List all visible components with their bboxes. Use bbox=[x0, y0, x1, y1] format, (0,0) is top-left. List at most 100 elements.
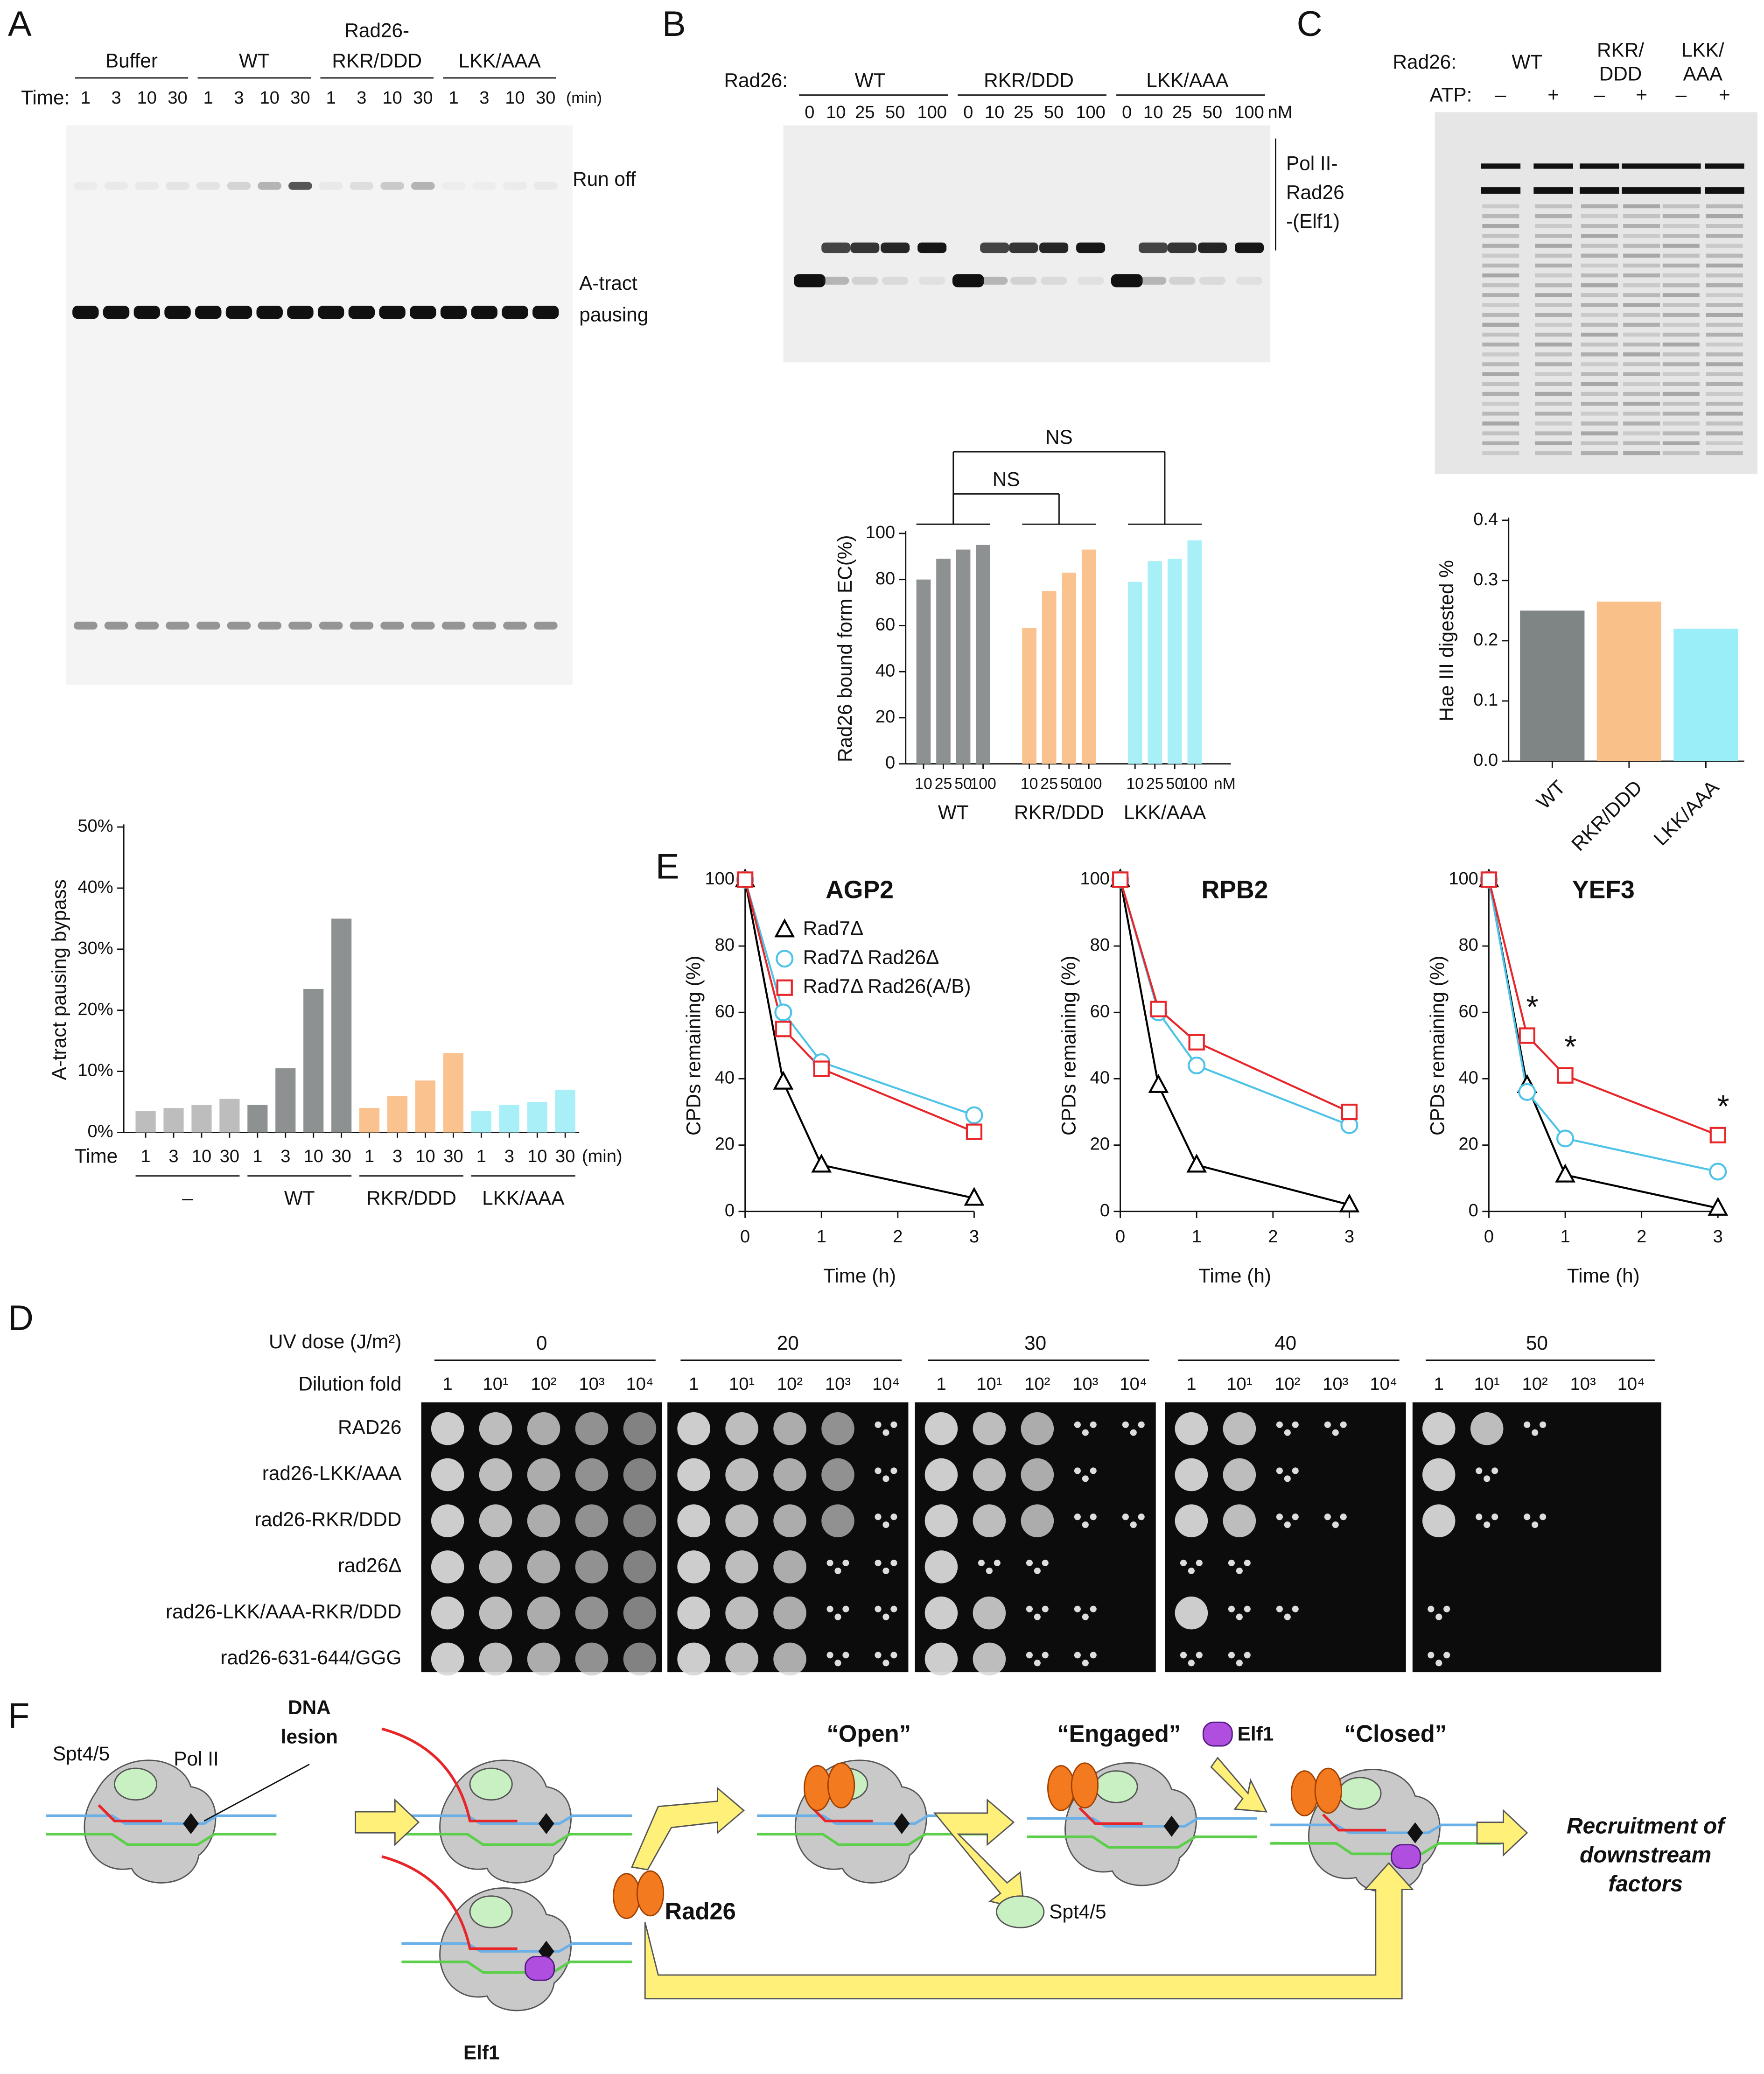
gel-band bbox=[1705, 163, 1744, 169]
gel-band bbox=[1481, 163, 1521, 169]
y-tick-label: 40 bbox=[1090, 1068, 1110, 1087]
y-axis-title: A-tract pausing bypass bbox=[48, 879, 70, 1080]
colony bbox=[1236, 1613, 1243, 1620]
gel-band bbox=[1662, 342, 1700, 347]
conc-label: 25 bbox=[855, 103, 875, 122]
gel-band bbox=[1535, 204, 1572, 209]
gel-band bbox=[1482, 382, 1519, 386]
gel-band bbox=[1623, 244, 1660, 248]
y-tick-label: 0 bbox=[1100, 1201, 1110, 1220]
dna-template bbox=[401, 1942, 632, 1953]
colony bbox=[834, 1567, 841, 1574]
colony bbox=[1292, 1513, 1299, 1520]
lesion-label: DNA bbox=[288, 1696, 331, 1718]
colony bbox=[1276, 1513, 1283, 1520]
colony bbox=[882, 1521, 889, 1528]
x-tick-label: 10 bbox=[304, 1147, 323, 1166]
colony bbox=[1443, 1605, 1450, 1612]
gel-band bbox=[1482, 322, 1519, 327]
gel-band bbox=[1706, 204, 1743, 209]
series-line bbox=[1119, 879, 1350, 1113]
spot bbox=[973, 1596, 1006, 1630]
gel-band bbox=[1535, 401, 1572, 406]
x-tick-label: 30 bbox=[555, 1147, 575, 1166]
colony bbox=[1340, 1513, 1347, 1520]
spot bbox=[924, 1504, 958, 1537]
gel-band bbox=[1706, 431, 1743, 435]
colony bbox=[1236, 1660, 1243, 1667]
gel-band bbox=[1482, 204, 1519, 209]
x-tick-label: 2 bbox=[893, 1227, 903, 1247]
gel-band bbox=[1662, 303, 1700, 307]
bar bbox=[936, 559, 951, 764]
gel-band bbox=[1535, 263, 1572, 268]
gel-band bbox=[1662, 322, 1700, 327]
gel-band bbox=[503, 622, 527, 630]
y-tick-label: 60 bbox=[1459, 1002, 1478, 1021]
conc-label: 10 bbox=[826, 103, 846, 122]
gel-band bbox=[1706, 401, 1743, 406]
gel-band bbox=[1623, 441, 1660, 446]
marker bbox=[1339, 1193, 1360, 1212]
gel-band bbox=[1662, 283, 1700, 287]
spot bbox=[623, 1550, 657, 1584]
x-axis-title: Time (h) bbox=[1198, 1265, 1271, 1287]
dilution-label: 10² bbox=[1024, 1374, 1050, 1394]
chart-title: YEF3 bbox=[1572, 876, 1635, 904]
spot bbox=[973, 1504, 1006, 1537]
time-label: 10 bbox=[260, 88, 280, 108]
legend-label: Rad7Δ Rad26(A/B) bbox=[803, 975, 971, 997]
gel-band bbox=[164, 305, 191, 319]
gel-band bbox=[1623, 421, 1660, 426]
spot bbox=[725, 1550, 758, 1584]
colony bbox=[1276, 1605, 1283, 1612]
colony bbox=[890, 1652, 897, 1659]
spot bbox=[773, 1458, 806, 1492]
gel-band bbox=[881, 242, 910, 253]
lane-header: Rad26: bbox=[724, 70, 787, 91]
bar bbox=[191, 1105, 212, 1133]
gel-band bbox=[1199, 276, 1226, 285]
gel-band bbox=[1705, 187, 1744, 194]
colony bbox=[1138, 1513, 1145, 1520]
marker bbox=[776, 950, 794, 968]
gel-band bbox=[1623, 412, 1660, 416]
x-tick-label: 25 bbox=[1040, 775, 1058, 793]
gel-band bbox=[319, 182, 343, 190]
spt4-5 bbox=[114, 1767, 158, 1801]
y-tick-label: 0 bbox=[1469, 1201, 1478, 1220]
spot bbox=[924, 1412, 958, 1445]
spot bbox=[821, 1412, 854, 1445]
atp-sign: – bbox=[1594, 84, 1605, 106]
gel-band bbox=[1706, 313, 1743, 317]
strain-label: rad26-LKK/AAA bbox=[262, 1462, 402, 1484]
colony bbox=[1042, 1605, 1049, 1612]
spot bbox=[924, 1596, 958, 1630]
gel-band bbox=[850, 242, 880, 253]
gel-band bbox=[379, 305, 406, 319]
colony bbox=[1082, 1613, 1089, 1620]
gel-band bbox=[1581, 263, 1618, 268]
gel-band bbox=[1662, 332, 1700, 337]
gel-band bbox=[1706, 412, 1743, 416]
conc-label: 25 bbox=[1014, 103, 1033, 122]
x-tick-label: 100 bbox=[1076, 775, 1102, 793]
y-tick-label: 80 bbox=[1090, 935, 1110, 955]
atp-sign: – bbox=[1495, 84, 1506, 106]
series-line bbox=[1488, 879, 1718, 1173]
gel-band bbox=[1482, 273, 1519, 278]
spot bbox=[773, 1412, 806, 1445]
spot bbox=[527, 1458, 560, 1492]
colony bbox=[890, 1559, 897, 1566]
spot bbox=[1021, 1458, 1054, 1492]
lesion bbox=[894, 1813, 910, 1835]
gel-band bbox=[823, 276, 849, 285]
colony bbox=[1540, 1421, 1547, 1428]
gel-band bbox=[1482, 332, 1519, 337]
marker bbox=[1188, 1034, 1205, 1051]
time-label: 1 bbox=[448, 88, 458, 108]
gel-band bbox=[1580, 187, 1619, 194]
x-tick-label: 50 bbox=[954, 775, 972, 793]
colony bbox=[1042, 1652, 1049, 1659]
gel-band bbox=[1623, 372, 1660, 376]
